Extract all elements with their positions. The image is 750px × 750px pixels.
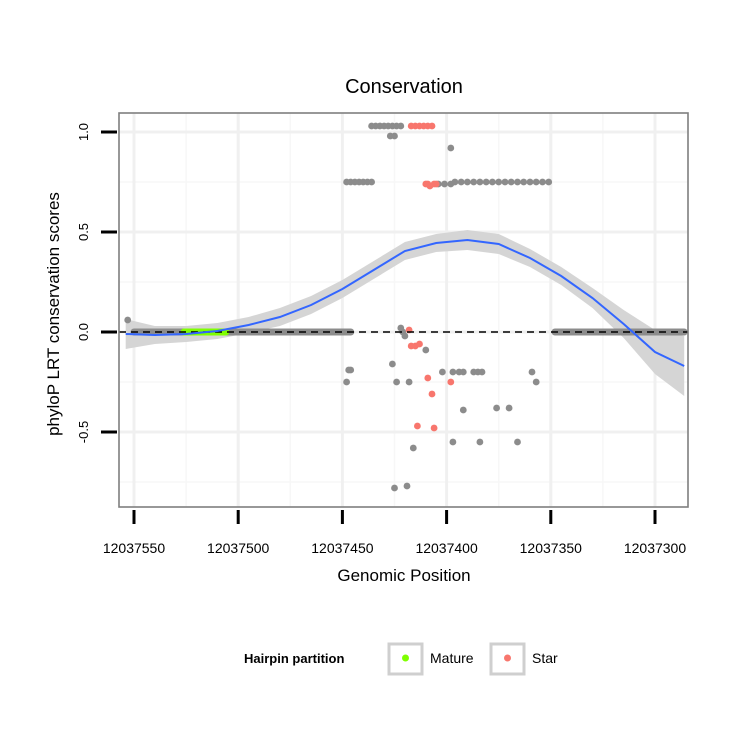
data-point-other <box>476 438 484 446</box>
data-point-other <box>343 378 350 386</box>
data-point-other <box>451 178 459 186</box>
legend-label-mature: Mature <box>430 650 474 666</box>
data-point-star <box>416 340 423 348</box>
data-point-other <box>532 178 540 186</box>
data-point-other <box>405 378 413 386</box>
smooth-confidence-band-layer <box>125 230 685 396</box>
data-point-other <box>539 178 546 186</box>
data-point-other <box>495 178 503 186</box>
chart-title: Conservation <box>345 76 463 98</box>
data-point-other <box>514 438 521 446</box>
legend-title: Hairpin partition <box>244 651 344 666</box>
data-point-star <box>414 422 421 430</box>
legend-label-star: Star <box>532 650 558 666</box>
data-point-other <box>459 406 467 414</box>
data-point-star <box>432 180 440 188</box>
data-point-other <box>347 366 355 374</box>
data-point-star <box>428 122 436 130</box>
data-point-other <box>459 368 467 376</box>
data-point-other <box>449 368 457 376</box>
legend-key-star-dot <box>504 654 511 662</box>
data-point-other <box>526 178 534 186</box>
data-point-other <box>532 378 540 386</box>
data-point-other <box>489 178 496 186</box>
data-point-other <box>457 178 465 186</box>
data-point-other <box>528 368 536 376</box>
plot-panel <box>119 113 688 507</box>
x-tick-label: 12037450 <box>311 540 374 556</box>
data-point-other <box>507 178 515 186</box>
data-point-other <box>482 178 490 186</box>
data-point-other <box>478 368 486 376</box>
data-point-other <box>368 178 375 186</box>
axes-layer: 12037550 12037500 12037450 12037400 12037350… <box>76 123 686 556</box>
data-point-other <box>501 178 509 186</box>
data-point-other <box>389 360 396 368</box>
data-point-star <box>428 390 436 398</box>
x-tick-label: 12037350 <box>520 540 583 556</box>
data-point-other <box>514 178 521 186</box>
smooth-trend-line <box>125 238 685 367</box>
data-point-other <box>391 484 398 492</box>
x-tick-label: 12037500 <box>207 540 270 556</box>
data-point-star <box>430 424 438 432</box>
data-point-other <box>470 178 478 186</box>
data-point-other <box>401 332 409 340</box>
data-point-other <box>403 482 411 490</box>
data-point-other <box>441 180 448 188</box>
legend-key-mature-dot <box>402 654 409 662</box>
y-tick-label: 0.5 <box>76 223 91 241</box>
data-point-other <box>545 178 553 186</box>
smooth-line-layer <box>125 238 685 367</box>
data-point-other <box>391 132 398 140</box>
data-point-other <box>439 368 446 376</box>
x-tick-label: 12037300 <box>624 540 687 556</box>
data-point-other <box>393 378 400 386</box>
data-point-other <box>464 178 471 186</box>
data-point-other <box>447 144 455 152</box>
y-tick-label: 1.0 <box>76 123 91 141</box>
legend: Hairpin partition Mature Star <box>244 642 558 676</box>
data-point-other <box>476 178 484 186</box>
y-tick-label: 0.0 <box>76 323 91 341</box>
x-tick-label: 12037550 <box>103 540 166 556</box>
data-point-other <box>397 122 405 130</box>
data-point-other <box>520 178 528 186</box>
x-axis-label: Genomic Position <box>337 566 470 585</box>
data-point-other <box>422 346 430 354</box>
data-point-star <box>424 374 432 382</box>
data-point-other <box>493 404 500 412</box>
y-tick-label: -0.5 <box>76 421 91 443</box>
plot-border <box>118 112 689 508</box>
legend-key-star-box <box>489 642 526 676</box>
data-point-star <box>447 378 455 386</box>
y-axis-label: phyloP LRT conservation scores <box>44 192 63 436</box>
smooth-confidence-band <box>125 230 685 396</box>
grid-lines <box>119 113 688 507</box>
data-point-other <box>449 438 457 446</box>
x-tick-label: 12037400 <box>415 540 478 556</box>
data-point-other <box>409 444 417 452</box>
data-point-other <box>505 404 513 412</box>
data-point-other <box>124 316 132 324</box>
